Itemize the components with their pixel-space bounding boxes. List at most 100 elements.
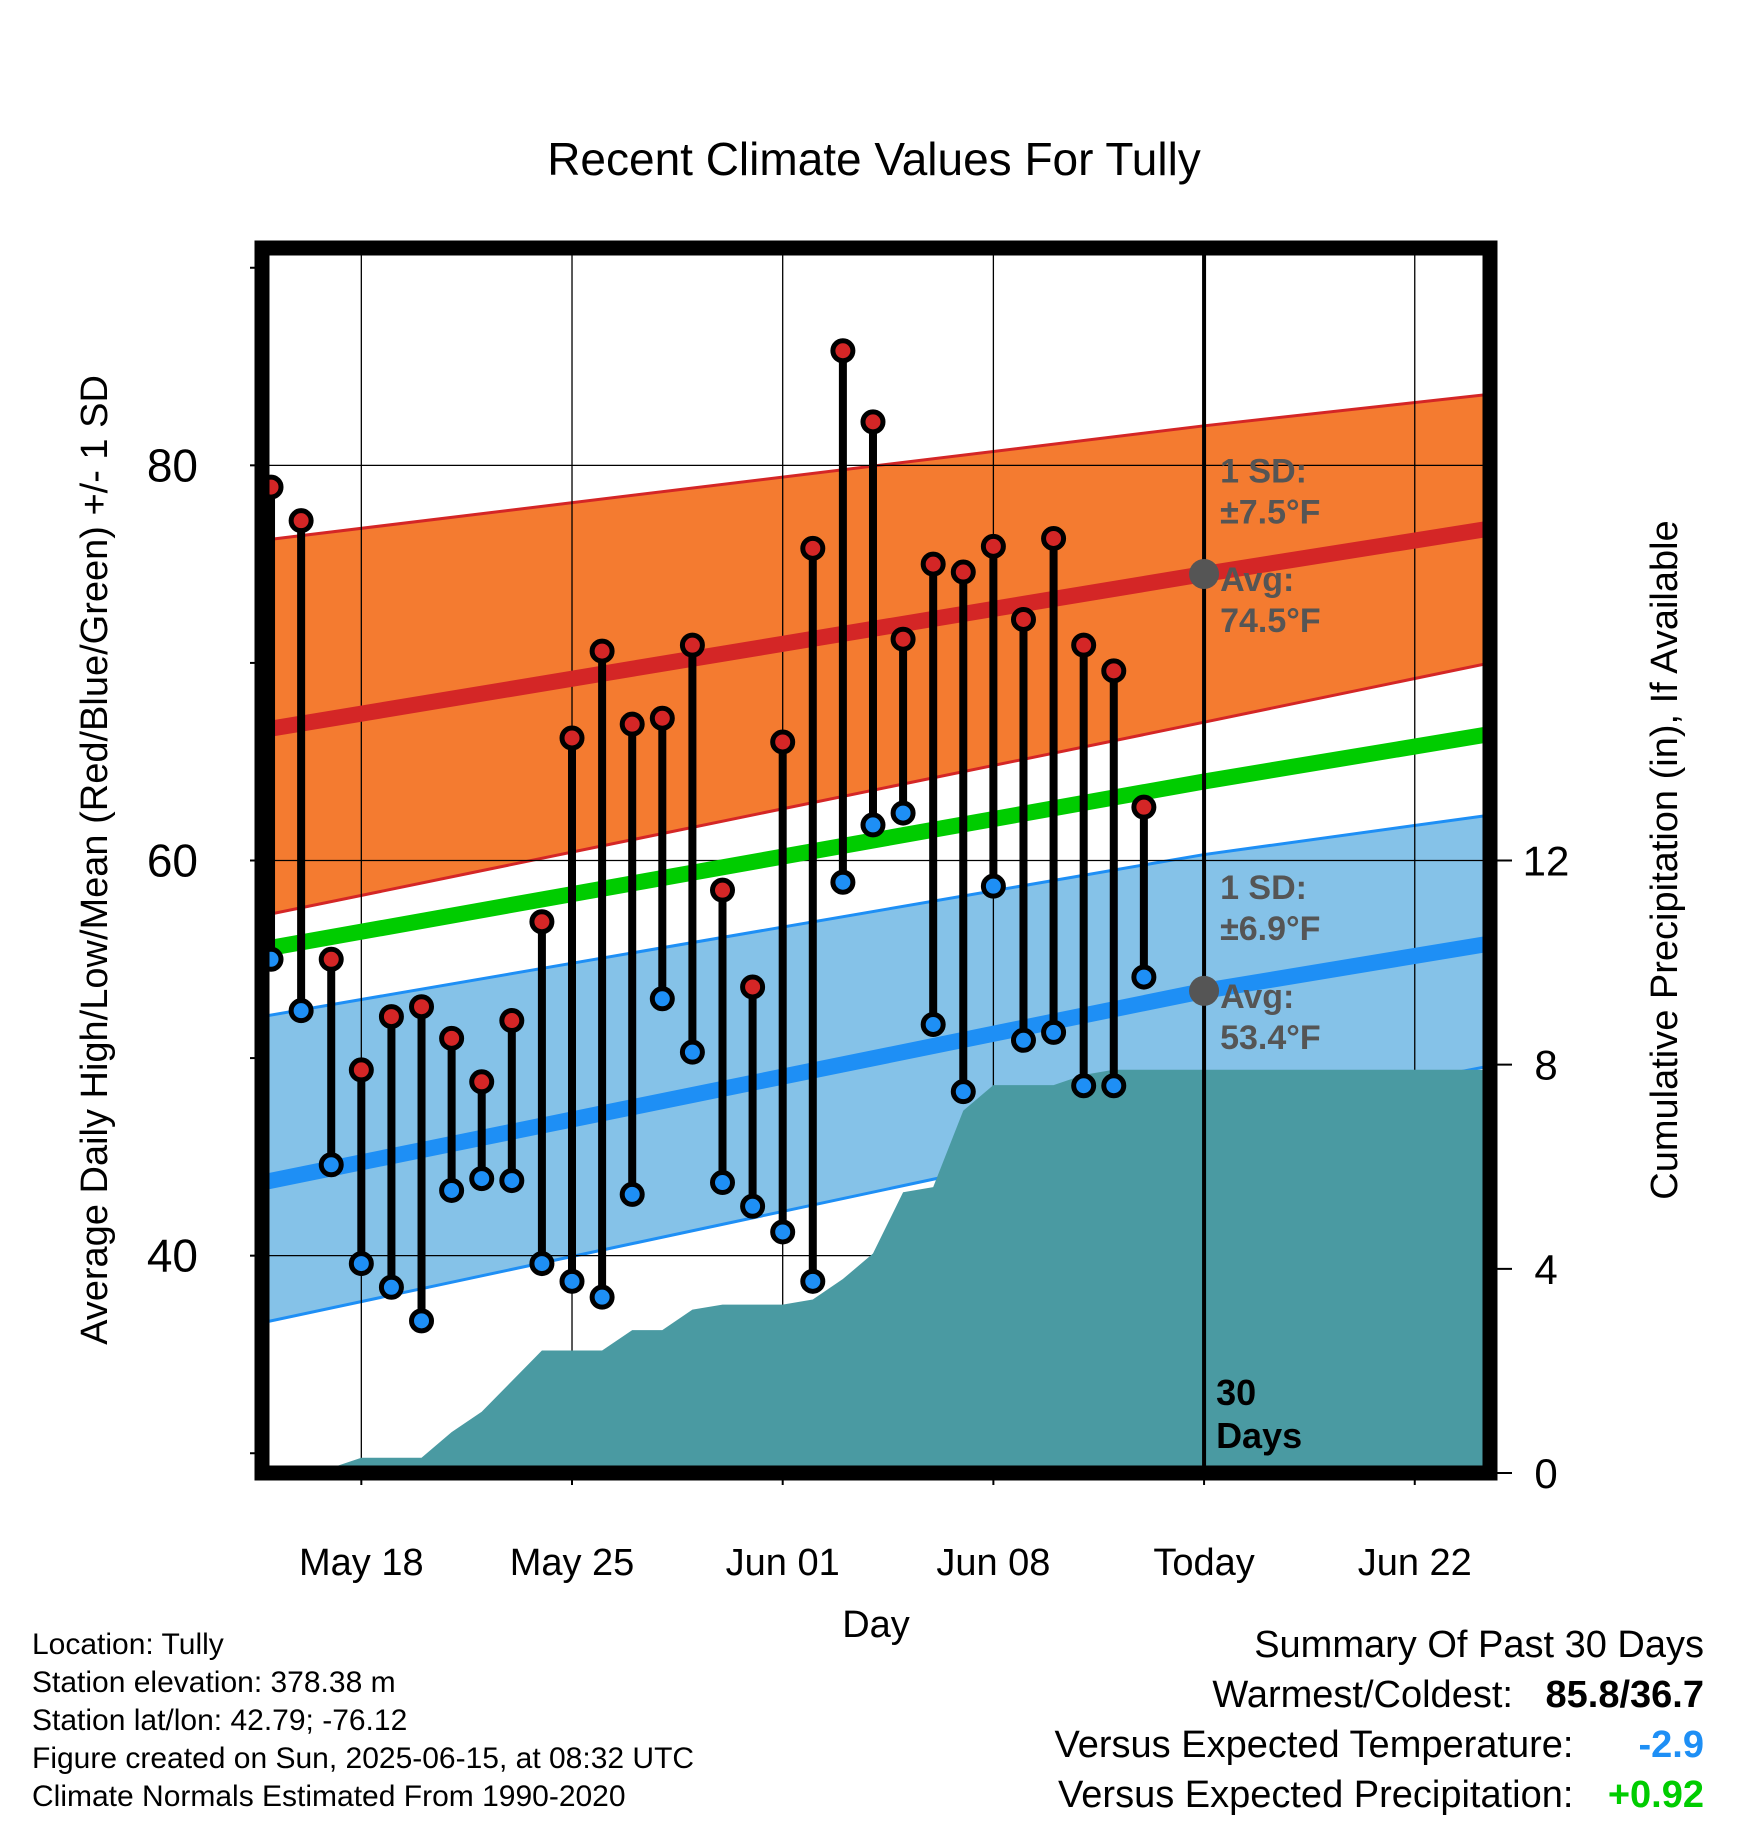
high-point bbox=[1041, 525, 1067, 551]
y2-tick-label: 8 bbox=[1534, 1042, 1557, 1089]
high-point bbox=[770, 729, 796, 755]
stat-annotation-line: 53.4°F bbox=[1220, 1019, 1321, 1057]
x-tick-label: Jun 01 bbox=[726, 1542, 840, 1584]
stat-annotation-line: 1 SD: bbox=[1220, 869, 1307, 907]
high-point bbox=[860, 409, 886, 435]
precip-area-group bbox=[262, 1069, 1490, 1473]
summary-temp: Versus Expected Temperature: -2.9 bbox=[1055, 1720, 1704, 1770]
summary-precip-value: +0.92 bbox=[1607, 1774, 1704, 1816]
y-axis-label: Average Daily High/Low/Mean (Red/Blue/Gr… bbox=[74, 375, 116, 1345]
precip-area bbox=[262, 1069, 1490, 1473]
low-point bbox=[318, 1152, 344, 1178]
stat-annotation-line: ±6.9°F bbox=[1220, 910, 1320, 948]
low-point bbox=[439, 1177, 465, 1203]
stat-annotation-line: 1 SD: bbox=[1220, 452, 1307, 490]
summary-warm-cold: Warmest/Coldest: 85.8/36.7 bbox=[1055, 1670, 1704, 1720]
stat-annotation-line: Avg: bbox=[1220, 978, 1294, 1016]
summary-heading: Summary Of Past 30 Days bbox=[1254, 1624, 1704, 1666]
low-point bbox=[1071, 1073, 1097, 1099]
high-point bbox=[830, 338, 856, 364]
high-point bbox=[649, 705, 675, 731]
high-point bbox=[288, 508, 314, 534]
x-axis-label: Day bbox=[842, 1604, 910, 1646]
low-point bbox=[288, 998, 314, 1024]
summary-warm-cold-label: Warmest/Coldest: bbox=[1212, 1674, 1513, 1716]
low-point bbox=[499, 1168, 525, 1194]
summary-precip-label: Versus Expected Precipitation: bbox=[1058, 1774, 1574, 1816]
low-point bbox=[710, 1170, 735, 1196]
low-point bbox=[378, 1274, 404, 1300]
low-point bbox=[950, 1079, 976, 1105]
low-point bbox=[980, 873, 1006, 899]
low-point bbox=[1101, 1073, 1127, 1099]
high-point bbox=[890, 626, 916, 652]
low-point bbox=[348, 1251, 374, 1277]
stat-annotation: Avg: 74.5°F bbox=[1220, 561, 1321, 640]
y2-axis-label: Cumulative Precipitation (in), If Availa… bbox=[1644, 520, 1686, 1199]
low-point bbox=[409, 1308, 435, 1334]
summary-precip: Versus Expected Precipitation: +0.92 bbox=[1055, 1770, 1704, 1820]
low-point bbox=[830, 869, 856, 895]
low-point bbox=[1010, 1027, 1036, 1053]
low-point bbox=[1131, 964, 1157, 990]
high-point bbox=[529, 909, 555, 935]
low-point bbox=[920, 1011, 946, 1037]
high-point bbox=[1071, 632, 1097, 658]
y2-tick-label: 4 bbox=[1534, 1246, 1557, 1293]
high-point bbox=[920, 551, 946, 577]
high-point bbox=[1101, 658, 1127, 684]
window-label-line: 30 bbox=[1216, 1372, 1256, 1413]
high-point bbox=[348, 1057, 374, 1083]
x-tick-label: Today bbox=[1153, 1542, 1254, 1584]
low-point bbox=[529, 1251, 555, 1277]
window-label: 30 Days bbox=[1216, 1372, 1302, 1456]
y-tick-label: 60 bbox=[147, 835, 198, 887]
y-tick-label: 80 bbox=[147, 439, 198, 491]
high-point bbox=[378, 1004, 404, 1030]
high-point bbox=[409, 994, 435, 1020]
high-point bbox=[950, 559, 976, 585]
high-point bbox=[710, 877, 735, 903]
low-point bbox=[770, 1219, 796, 1245]
low-point bbox=[589, 1284, 615, 1310]
info-created: Figure created on Sun, 2025-06-15, at 08… bbox=[32, 1742, 695, 1775]
info-elevation: Station elevation: 378.38 m bbox=[32, 1666, 396, 1699]
summary-warm-cold-value: 85.8/36.7 bbox=[1545, 1674, 1704, 1716]
low-point bbox=[679, 1039, 705, 1065]
x-tick-label: Jun 08 bbox=[936, 1542, 1050, 1584]
low-point bbox=[740, 1193, 766, 1219]
high-point bbox=[679, 632, 705, 658]
stat-annotation-line: ±7.5°F bbox=[1220, 493, 1320, 531]
summary-panel: Summary Of Past 30 Days Warmest/Coldest:… bbox=[1055, 1620, 1704, 1820]
low-point bbox=[649, 986, 675, 1012]
info-normals: Climate Normals Estimated From 1990-2020 bbox=[32, 1780, 626, 1813]
summary-temp-value: -2.9 bbox=[1638, 1724, 1704, 1766]
low-point bbox=[800, 1268, 826, 1294]
low-point bbox=[619, 1181, 645, 1207]
high-point bbox=[800, 535, 826, 561]
high-point bbox=[740, 974, 766, 1000]
high-point bbox=[559, 725, 585, 751]
info-latlon: Station lat/lon: 42.79; -76.12 bbox=[32, 1704, 408, 1737]
low-avg-marker bbox=[1189, 975, 1220, 1006]
stat-annotation-line: Avg: bbox=[1220, 561, 1294, 599]
high-point bbox=[499, 1008, 525, 1034]
high-point bbox=[318, 946, 344, 972]
x-tick-label: May 18 bbox=[299, 1542, 424, 1584]
daily-values bbox=[258, 338, 1157, 1334]
station-info: Location: Tully Station elevation: 378.3… bbox=[32, 1626, 694, 1816]
window-label-line: Days bbox=[1216, 1415, 1302, 1456]
high-point bbox=[589, 638, 615, 664]
high-point bbox=[619, 711, 645, 737]
low-point bbox=[469, 1166, 495, 1192]
stat-annotation: 1 SD: ±6.9°F bbox=[1220, 869, 1320, 948]
high-point bbox=[1010, 606, 1036, 632]
high-point bbox=[439, 1025, 465, 1051]
summary-temp-label: Versus Expected Temperature: bbox=[1054, 1724, 1574, 1766]
stat-annotation-line: 74.5°F bbox=[1220, 602, 1321, 640]
info-location: Location: Tully bbox=[32, 1628, 224, 1661]
low-point bbox=[559, 1268, 585, 1294]
chart-title: Recent Climate Values For Tully bbox=[547, 133, 1201, 185]
